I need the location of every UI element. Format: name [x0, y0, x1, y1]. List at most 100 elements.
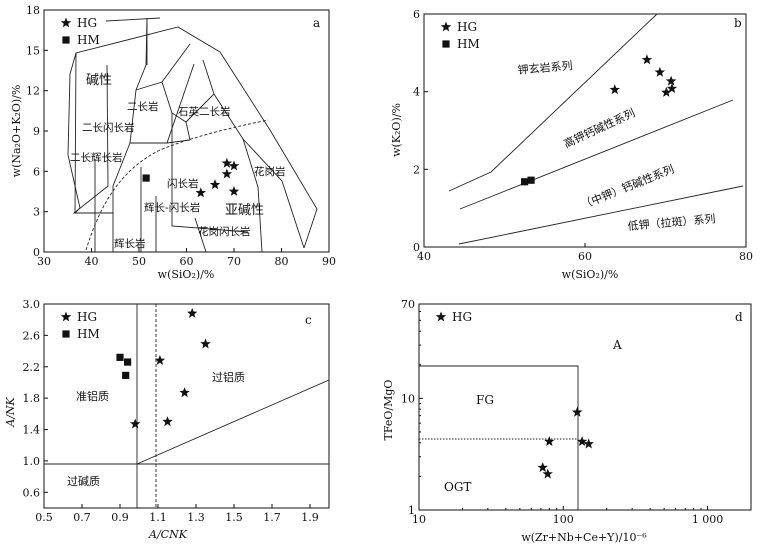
panel-a-field-labels: 碱性 二长岩 二长闪长岩 石英二长岩 二长辉长岩 花岗岩 闪长岩 亚碱性 辉长-…	[70, 73, 286, 250]
y-tick-label: 12	[26, 85, 40, 98]
x-tick-label: 0.7	[73, 511, 91, 524]
panel-a-label-granodiorite: 花岗闪长岩	[198, 225, 251, 238]
panel-a-label-monzogabbro: 二长辉长岩	[70, 151, 123, 164]
hm-data-point	[527, 176, 535, 184]
x-tick-label: 50	[132, 255, 146, 268]
panel-d-label-ogt: OGT	[444, 480, 471, 494]
x-tick-label: 1.7	[263, 511, 281, 524]
panel-c-ylabel: A/NK	[4, 396, 17, 427]
panel-c-boundaries	[44, 304, 330, 508]
y-tick-label: 0	[413, 241, 420, 254]
panel-d-points	[537, 406, 594, 479]
x-tick-label: 1 000	[692, 513, 724, 526]
hg-data-point	[228, 160, 240, 171]
y-tick-label: 2	[413, 163, 420, 176]
x-tick-label: 1.1	[149, 511, 167, 524]
panel-b-legend: HG HM	[440, 20, 480, 51]
y-tick-label: 1.0	[23, 455, 41, 468]
y-tick-label: 18	[26, 4, 40, 17]
x-tick-label: 80	[739, 250, 753, 263]
panel-d-legend: HG	[435, 310, 472, 324]
hg-data-point	[195, 187, 206, 198]
legend-hm-marker	[442, 40, 450, 48]
x-tick-label: 60	[578, 250, 592, 263]
panel-a-label-quartz-monzonite: 石英二长岩	[178, 105, 231, 118]
panel-c-acnk-ank-diagram: 准铝质 过铝质 过碱质 c 0.5 0.7 0.9 1.1 1.3 1.5 1.7 1.90.…	[4, 298, 330, 541]
panel-a-ticks: 30 40 50 60 70 80 90 0 3 6 9 12 15 18	[26, 4, 336, 268]
legend-hg-label: HG	[457, 20, 477, 34]
y-tick-label: 1	[408, 504, 415, 517]
panel-d-field-labels: A FG OGT	[444, 338, 622, 494]
y-tick-label: 1.4	[23, 424, 41, 437]
hg-data-point	[130, 418, 141, 429]
hg-data-point	[665, 75, 677, 86]
panel-b-ylabel: w(K₂O)/%	[390, 103, 403, 157]
y-tick-label: 9	[33, 125, 40, 138]
panel-c-legend: HG HM	[60, 310, 100, 341]
panel-c-letter: c	[305, 313, 312, 327]
x-tick-label: 100	[553, 513, 574, 526]
y-tick-label: 3.0	[23, 298, 41, 311]
panel-a-label-diorite: 闪长岩	[167, 177, 199, 190]
hg-data-point	[609, 84, 620, 95]
legend-hg-label: HG	[77, 310, 97, 324]
panel-b-label-low-k: 低钾（拉斑）系列	[627, 211, 716, 233]
hg-data-point	[187, 307, 198, 318]
x-tick-label: 1.9	[301, 511, 319, 524]
panel-b-field-labels: 钾玄岩系列 高钾钙碱性系列 （中钾）钙碱性系列 低钾（拉斑）系列	[517, 58, 716, 233]
hg-data-point	[661, 86, 672, 97]
panel-b-label-shoshonite: 钾玄岩系列	[517, 58, 573, 77]
hg-data-point	[179, 387, 190, 398]
panel-a-field-boundaries	[67, 17, 318, 253]
x-tick-label: 1.3	[187, 511, 205, 524]
panel-a-letter: a	[313, 16, 320, 30]
hg-data-point	[200, 338, 211, 349]
panel-b-ticks: 40 60 80 0 2 4 6	[413, 8, 753, 263]
legend-hg-marker	[435, 311, 447, 322]
hg-data-point	[542, 468, 553, 479]
panel-b-xlabel: w(SiO₂)/%	[562, 268, 619, 281]
panel-c-ticks: 0.5 0.7 0.9 1.1 1.3 1.5 1.7 1.9 0.6 1.0 1.4 1.8 2.2 2…	[23, 298, 319, 524]
x-tick-label: 40	[417, 250, 431, 263]
x-tick-label: 30	[37, 255, 51, 268]
panel-a-label-gabbro-diorite: 辉长-闪长岩	[144, 201, 200, 214]
hg-data-point	[544, 436, 555, 446]
panel-b-letter: b	[734, 16, 742, 30]
legend-hm-marker	[62, 330, 70, 338]
panel-d-frame	[418, 303, 752, 511]
hm-data-point	[521, 178, 529, 186]
panel-a-tas-diagram: 碱性 二长岩 二长闪长岩 石英二长岩 二长辉长岩 花岗岩 闪长岩 亚碱性 辉长-…	[10, 4, 336, 281]
panel-d-label-fg: FG	[476, 393, 494, 407]
panel-c-field-labels: 准铝质 过铝质 过碱质	[67, 370, 245, 488]
y-tick-label: 0	[33, 246, 40, 259]
x-tick-label: 1.5	[225, 511, 243, 524]
legend-hm-label: HM	[457, 37, 480, 51]
hm-data-point	[122, 371, 130, 379]
panel-a-label-alkaline: 碱性	[86, 73, 112, 88]
legend-hg-marker	[60, 311, 72, 322]
hg-data-point	[162, 416, 173, 427]
y-tick-label: 6	[33, 165, 40, 178]
panel-a-points	[142, 157, 240, 198]
x-tick-label: 0.5	[35, 511, 53, 524]
x-tick-label: 40	[85, 255, 99, 268]
hg-data-point	[654, 66, 666, 77]
legend-hm-label: HM	[77, 33, 100, 47]
panel-c-points	[116, 307, 211, 429]
panel-d-ylabel: TFeO/MgO	[382, 380, 395, 441]
y-tick-label: 0.6	[23, 486, 41, 499]
panel-c-label-peraluminous: 过铝质	[212, 370, 245, 384]
hg-data-point	[221, 157, 233, 168]
x-tick-label: 80	[275, 255, 289, 268]
y-tick-label: 6	[413, 8, 420, 21]
hg-data-point	[576, 436, 588, 446]
panel-a-label-monzodiorite: 二长闪长岩	[82, 121, 135, 134]
legend-hg-marker	[60, 17, 72, 28]
x-tick-label: 70	[227, 255, 241, 268]
legend-hg-label: HG	[77, 16, 97, 30]
panel-a-ylabel: w(Na₂O+K₂O)/%	[10, 85, 23, 178]
y-tick-label: 3	[33, 206, 40, 219]
